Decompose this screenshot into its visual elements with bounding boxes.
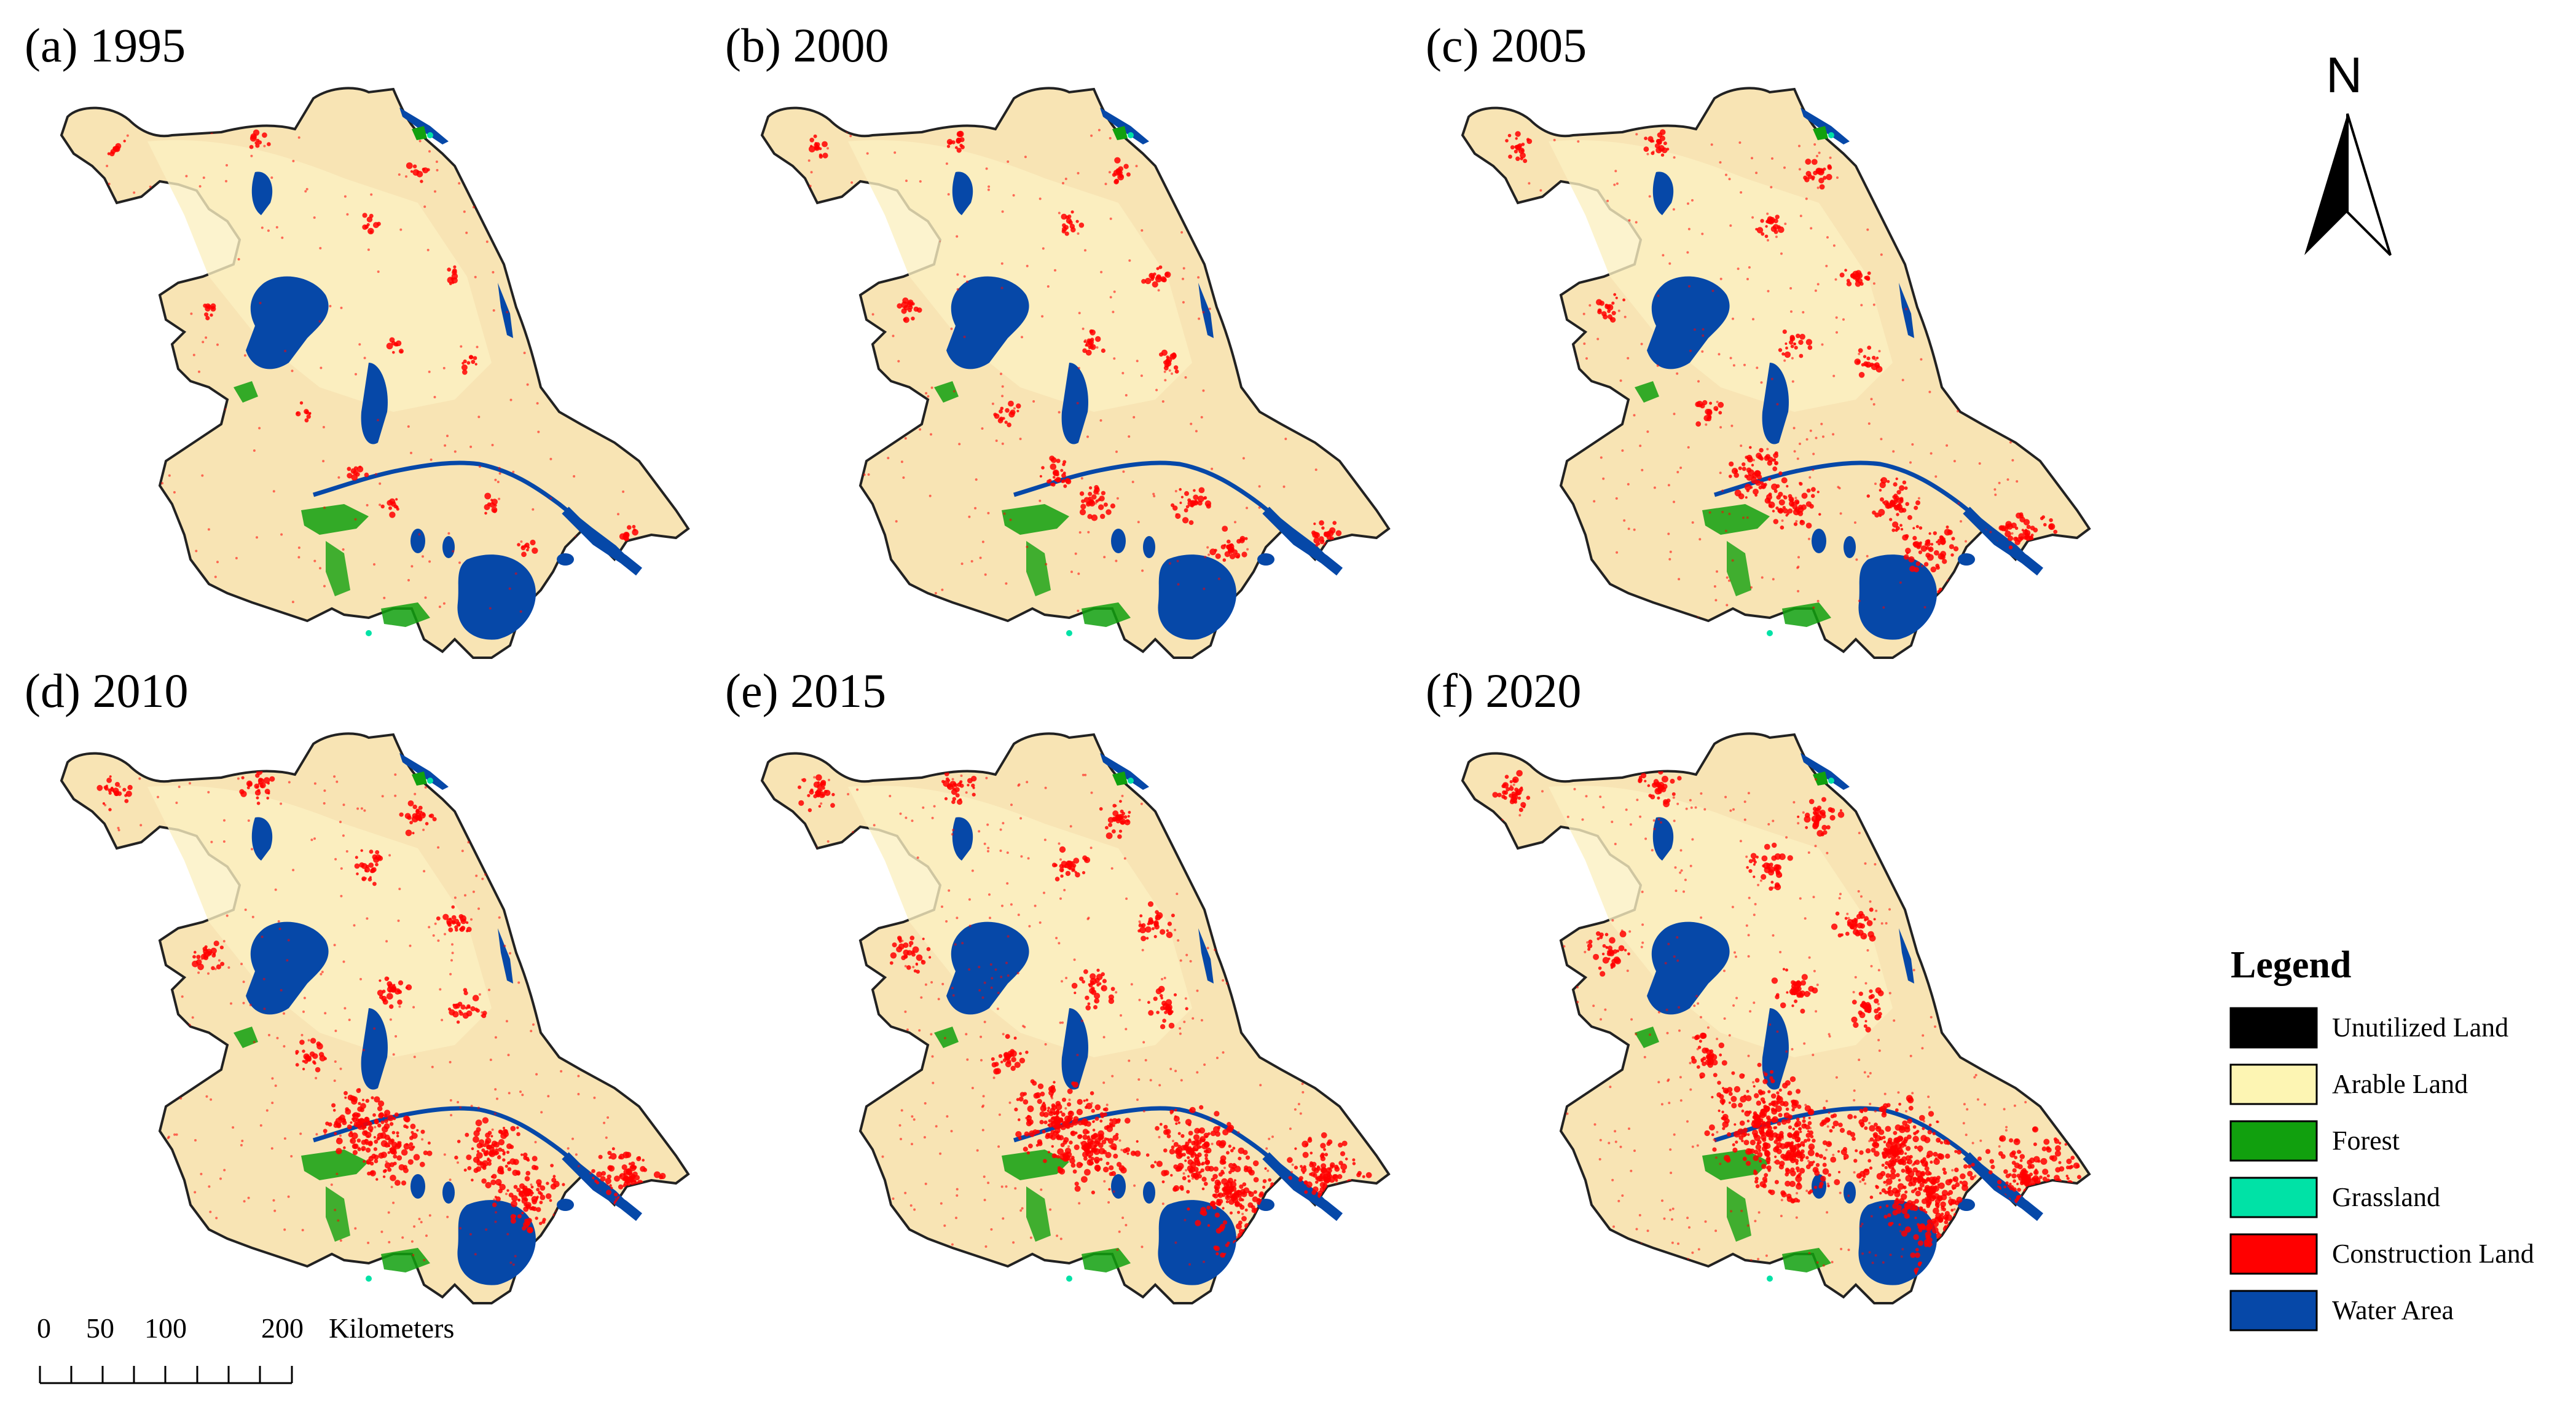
map-panels: (a) 1995 (b) 2000 (c) 2005 (d) 2010 (e) 2015… [25, 18, 2089, 1303]
map-panel-2010: (d) 2010 [25, 664, 688, 1303]
north-arrow-icon: N [2304, 47, 2392, 256]
panel-title: (d) 2010 [25, 664, 188, 717]
panel-title: (c) 2005 [1426, 18, 1587, 72]
legend-swatch [2229, 1290, 2318, 1331]
legend-label: Unutilized Land [2332, 1012, 2508, 1043]
province-map [762, 88, 1389, 658]
legend-label: Water Area [2332, 1295, 2454, 1325]
scale-label-200: 200 [261, 1312, 304, 1344]
panel-title: (f) 2020 [1426, 664, 1581, 717]
scale-unit: Kilometers [329, 1312, 454, 1344]
scale-label-50: 50 [86, 1312, 114, 1344]
scale-bar: 0 50 100 200 Kilometers [37, 1312, 454, 1384]
map-panel-1995: (a) 1995 [25, 18, 688, 658]
legend-label: Forest [2332, 1126, 2400, 1156]
province-map [61, 733, 688, 1303]
north-label: N [2326, 47, 2362, 103]
panel-title: (e) 2015 [725, 664, 886, 717]
legend-label: Construction Land [2332, 1239, 2534, 1269]
province-map [1463, 88, 2089, 658]
legend-label: Grassland [2332, 1182, 2440, 1212]
legend-label: Arable Land [2332, 1069, 2468, 1099]
map-panel-2005: (c) 2005 [1426, 18, 2089, 658]
construction-land-layer [96, 768, 666, 1287]
province-map [61, 88, 688, 658]
province-map [762, 733, 1389, 1303]
scale-label-0: 0 [37, 1312, 51, 1344]
legend-swatch [2229, 1177, 2318, 1218]
legend-swatch [2229, 1233, 2318, 1275]
map-panel-2015: (e) 2015 [725, 664, 1389, 1303]
scale-label-100: 100 [144, 1312, 187, 1344]
panel-title: (b) 2000 [725, 18, 889, 72]
legend: Legend Unutilized Land Arable Land Forest G… [2229, 944, 2534, 1331]
map-panel-2000: (b) 2000 [725, 18, 1389, 658]
legend-swatch [2229, 1007, 2318, 1049]
map-panel-2020: (f) 2020 [1426, 664, 2089, 1303]
province-map [1463, 733, 2089, 1303]
legend-items: Unutilized Land Arable Land Forest Grasslan… [2229, 1007, 2534, 1331]
panel-title: (a) 1995 [25, 18, 186, 72]
legend-swatch [2229, 1063, 2318, 1105]
legend-title: Legend [2231, 944, 2351, 986]
legend-swatch [2229, 1120, 2318, 1162]
